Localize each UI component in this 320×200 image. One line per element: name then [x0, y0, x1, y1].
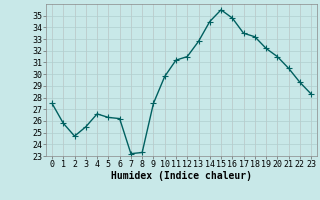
X-axis label: Humidex (Indice chaleur): Humidex (Indice chaleur) — [111, 171, 252, 181]
